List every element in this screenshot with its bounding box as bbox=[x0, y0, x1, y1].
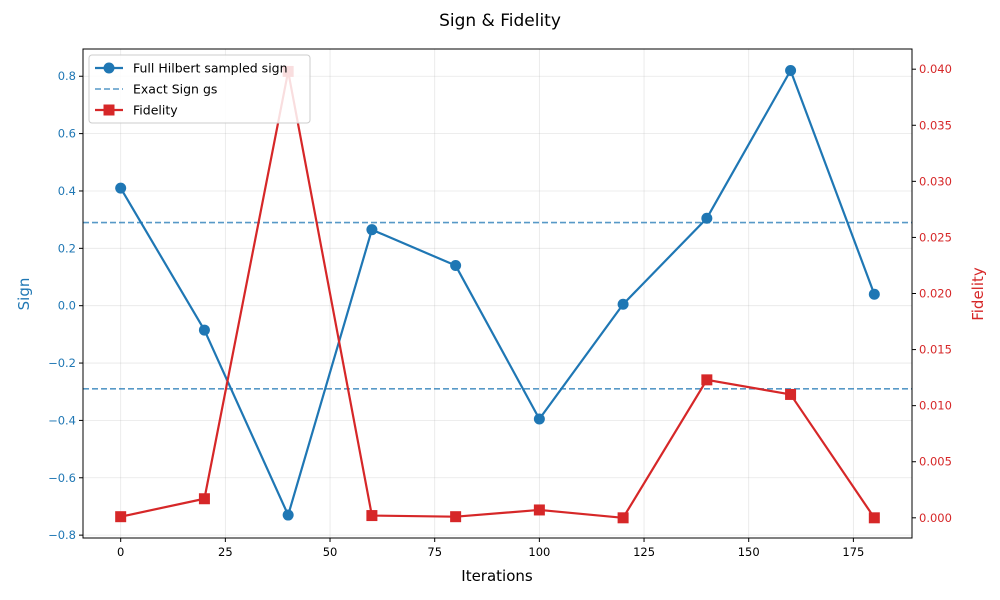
y-tick-label: −0.2 bbox=[48, 356, 76, 370]
legend-fidelity-marker bbox=[103, 104, 115, 116]
y2-tick-label: 0.030 bbox=[919, 174, 952, 188]
y2-axis-label: Fidelity bbox=[969, 267, 987, 321]
x-axis-ticks: 0 25 50 75 100 125 150 175 bbox=[117, 538, 864, 559]
fidelity-point bbox=[701, 374, 713, 386]
y2-tick-label: 0.025 bbox=[919, 230, 952, 244]
fidelity-point bbox=[115, 511, 127, 523]
x-axis-label: Iterations bbox=[461, 567, 533, 585]
x-tick-label: 125 bbox=[633, 545, 655, 559]
sign-point bbox=[198, 324, 210, 336]
legend-fidelity-label: Fidelity bbox=[133, 103, 178, 118]
sign-point bbox=[282, 509, 294, 521]
x-tick-label: 25 bbox=[218, 545, 233, 559]
sign-point bbox=[701, 212, 713, 224]
x-tick-label: 50 bbox=[323, 545, 338, 559]
x-tick-label: 100 bbox=[528, 545, 550, 559]
y-tick-label: −0.6 bbox=[48, 471, 76, 485]
x-tick-label: 175 bbox=[842, 545, 864, 559]
fidelity-point bbox=[450, 511, 462, 523]
y-tick-label: 0.0 bbox=[58, 299, 76, 313]
sign-point bbox=[617, 298, 629, 310]
fidelity-point bbox=[366, 510, 378, 522]
sign-point bbox=[868, 288, 880, 300]
series-sign bbox=[115, 65, 880, 521]
sign-point bbox=[450, 260, 462, 272]
y2-tick-label: 0.005 bbox=[919, 455, 952, 469]
y2-axis-ticks: 0.000 0.005 0.010 0.015 0.020 0.025 0.030 0.035… bbox=[912, 62, 952, 525]
chart-title: Sign & Fidelity bbox=[439, 11, 561, 31]
sign-point bbox=[785, 65, 797, 77]
y2-tick-label: 0.020 bbox=[919, 287, 952, 301]
legend-sign-label: Full Hilbert sampled sign bbox=[133, 61, 288, 76]
series-fidelity bbox=[115, 65, 880, 524]
fidelity-point bbox=[533, 504, 545, 516]
sign-point bbox=[115, 182, 127, 194]
fidelity-point bbox=[868, 512, 880, 524]
sign-point bbox=[533, 413, 545, 425]
y-tick-label: 0.4 bbox=[58, 184, 76, 198]
y-tick-label: 0.2 bbox=[58, 241, 76, 255]
y-tick-label: −0.4 bbox=[48, 413, 76, 427]
x-tick-label: 0 bbox=[117, 545, 124, 559]
x-tick-label: 75 bbox=[427, 545, 442, 559]
x-tick-label: 150 bbox=[738, 545, 760, 559]
fidelity-point bbox=[198, 493, 210, 505]
legend: Full Hilbert sampled sign Exact Sign gs … bbox=[88, 54, 311, 124]
fidelity-series-line bbox=[120, 70, 876, 519]
legend-sign-marker bbox=[103, 62, 115, 74]
legend-exact-label: Exact Sign gs bbox=[133, 82, 217, 97]
fidelity-point bbox=[785, 388, 797, 400]
sign-point bbox=[366, 224, 378, 236]
y-axis-label: Sign bbox=[15, 278, 33, 311]
y2-tick-label: 0.035 bbox=[919, 118, 952, 132]
y-tick-label: 0.8 bbox=[58, 69, 76, 83]
y2-tick-label: 0.015 bbox=[919, 343, 952, 357]
y2-tick-label: 0.040 bbox=[919, 62, 952, 76]
grid bbox=[83, 49, 912, 538]
sign-series-line bbox=[119, 69, 876, 517]
y2-tick-label: 0.000 bbox=[919, 511, 952, 525]
y-tick-label: 0.6 bbox=[58, 127, 76, 141]
legend-box bbox=[88, 54, 311, 124]
y2-tick-label: 0.010 bbox=[919, 399, 952, 413]
reference-lines bbox=[83, 221, 912, 390]
y-tick-label: −0.8 bbox=[48, 528, 76, 542]
y-axis-ticks: −0.8 −0.6 −0.4 −0.2 0.0 0.2 0.4 0.6 0.8 bbox=[48, 69, 83, 542]
fidelity-point bbox=[617, 512, 629, 524]
